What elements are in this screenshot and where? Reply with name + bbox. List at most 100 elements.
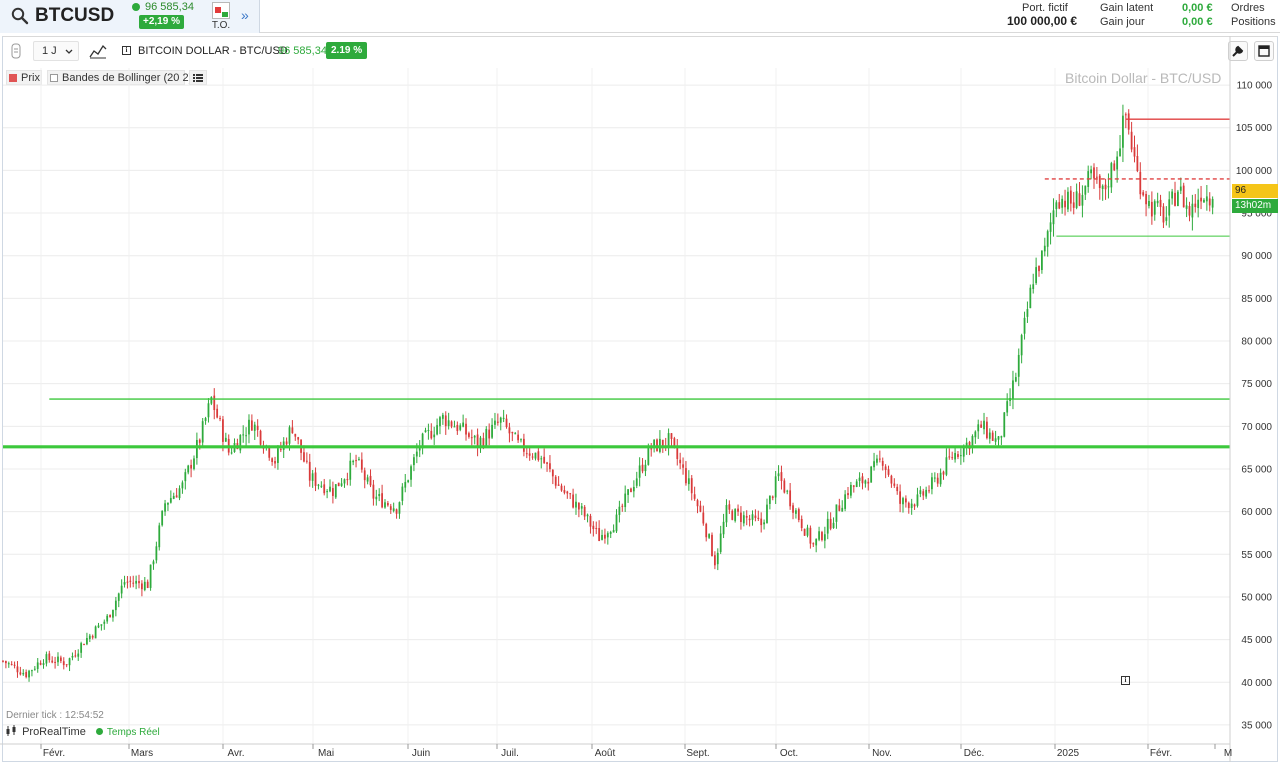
candle-body [531,456,534,458]
candle-body [1041,250,1043,270]
candle-body [1171,191,1174,199]
event-info-icon[interactable]: i [1121,676,1130,685]
candle-body [899,491,901,504]
legend-bollinger[interactable]: Bandes de Bollinger (20 2) [47,70,192,85]
candle-body [291,427,294,434]
candle-body [713,555,716,566]
ordres-link[interactable]: Ordres [1231,2,1265,14]
candle-body [1113,163,1116,171]
to-button[interactable]: T.O. [209,2,233,32]
legend-menu-button[interactable] [189,70,207,85]
timeframe-select[interactable]: 1 J [33,41,79,61]
symbol-box[interactable]: BTCUSD 96 585,34 +2,19 % T.O. » [0,0,260,33]
candle-body [549,463,551,470]
candle-body [410,466,412,480]
candle-body [462,422,465,427]
chart-type-icon[interactable] [88,42,108,60]
candle-body [589,515,592,527]
y-tick-label: 95 000 [1241,209,1272,220]
candle-body [1182,185,1185,208]
y-tick-label: 60 000 [1241,507,1272,518]
candles-layer [2,104,1214,682]
candle-body [931,477,933,490]
candle-body [676,447,679,459]
top-bar: BTCUSD 96 585,34 +2,19 % T.O. » Port. fi… [0,0,1280,33]
expand-icon[interactable]: » [241,7,249,23]
settings-button[interactable] [1228,41,1248,61]
candle-body [1104,184,1107,190]
candle-body [806,527,809,536]
candle-body [201,421,204,443]
candle-body [346,479,349,481]
candle-body [395,509,398,514]
candle-body [719,533,722,552]
candle-body [33,668,36,670]
candle-body [878,458,881,460]
candle-body [184,472,187,482]
positions-link[interactable]: Positions [1231,16,1276,28]
candle-body [349,460,352,480]
search-icon[interactable] [11,7,29,25]
candle-body [832,522,835,528]
candle-body [702,512,705,524]
candle-body [809,527,812,544]
candle-body [988,432,991,439]
candle-body [31,670,33,672]
candle-body [696,500,699,507]
candle-body [1098,175,1101,189]
candle-body [876,458,878,463]
candle-body [51,660,54,663]
candle-body [392,508,395,511]
candle-body [679,459,682,464]
candle-body [1101,185,1104,189]
candle-body [1052,210,1055,225]
candle-body [305,460,308,462]
candle-body [774,476,777,498]
candle-body [1191,203,1194,218]
candle-body [1081,194,1084,206]
candle-body [138,581,140,584]
candle-body [1139,171,1142,195]
candle-body [690,478,693,494]
candle-body [847,493,849,496]
candle-body [601,534,603,540]
y-tick-label: 80 000 [1241,337,1272,348]
candle-body [447,420,450,427]
candle-body [1142,192,1145,196]
realtime-label: Temps Réel [106,727,160,738]
maximize-button[interactable] [1254,41,1274,61]
candle-body [413,457,415,466]
candle-body [219,418,221,420]
candle-body [91,635,94,638]
candle-body [635,478,638,486]
candle-body [207,403,210,418]
candle-body [496,421,499,423]
candle-body [248,419,250,435]
candle-body [890,475,893,484]
y-tick-label: 105 000 [1236,123,1273,134]
y-tick-label: 70 000 [1241,422,1272,433]
candle-body [766,504,768,524]
symbol-name[interactable]: BTCUSD [35,5,115,26]
candle-body [835,504,838,522]
candle-body [687,478,690,485]
candle-body [815,538,818,546]
candle-body [913,504,916,507]
candle-body [821,532,823,541]
candle-body [146,581,149,588]
candle-body [1035,267,1038,284]
candle-body [1012,380,1014,400]
candle-body [737,508,739,512]
candle-body [4,661,7,664]
info-icon[interactable]: i [122,46,131,55]
candle-body [612,530,615,533]
candle-body [1049,222,1052,232]
candle-body [575,501,577,508]
candle-body [459,425,462,430]
candle-body [745,516,748,518]
y-tick-label: 55 000 [1241,550,1272,561]
candle-body [1211,198,1214,208]
drag-handle-icon[interactable] [10,43,22,59]
candle-body [386,502,389,506]
